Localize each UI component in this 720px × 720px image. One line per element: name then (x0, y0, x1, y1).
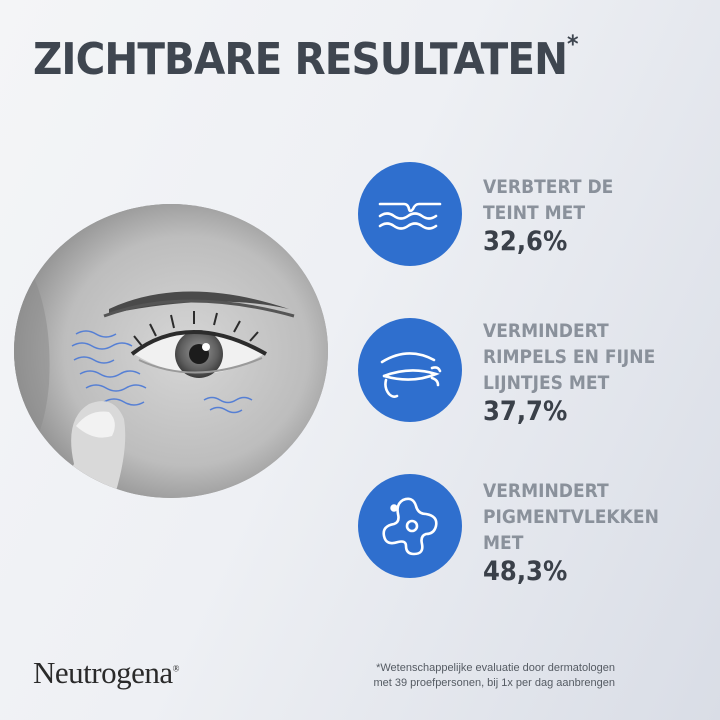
result-value: 32,6% (483, 226, 568, 257)
eye-photo (14, 204, 328, 498)
skin-texture-icon (378, 202, 442, 230)
result-label-line: TEINT MET (483, 202, 586, 224)
eye-wrinkles-icon (380, 352, 442, 398)
brand-logo: Neutrogena® (33, 655, 179, 691)
result-label-line: MET (483, 532, 524, 554)
result-label-line: VERMINDERT (483, 320, 609, 342)
footnote: *Wetenschappelijke evaluatie door dermat… (373, 661, 615, 691)
brand-name: Neutrogena (33, 655, 173, 690)
result-value: 37,7% (483, 396, 568, 427)
result-label-line: LIJNTJES MET (483, 372, 610, 394)
footnote-line: *Wetenschappelijke evaluatie door dermat… (376, 662, 615, 674)
brand-registered-mark: ® (172, 663, 180, 674)
result-label-line: VERBTERT DE (483, 176, 614, 198)
result-text: VERMINDERT RIMPELS EN FIJNE LIJNTJES MET… (483, 318, 655, 428)
title-text: ZICHTBARE RESULTATEN (33, 34, 568, 85)
page-title: ZICHTBARE RESULTATEN* (33, 30, 579, 85)
result-label-line: RIMPELS EN FIJNE (483, 346, 656, 368)
footnote-line: met 39 proefpersonen, bij 1x per dag aan… (373, 677, 615, 689)
result-label-line: VERMINDERT (483, 480, 609, 502)
result-text: VERMINDERT PIGMENTVLEKKEN MET 48,3% (483, 478, 659, 588)
eye-illustration (14, 204, 328, 498)
pigment-spot-icon (382, 497, 438, 556)
icon-circle (358, 162, 462, 266)
result-text: VERBTERT DE TEINT MET 32,6% (483, 174, 613, 258)
icon-circle (358, 318, 462, 422)
title-asterisk: * (567, 30, 579, 58)
icon-circle (358, 474, 462, 578)
result-label-line: PIGMENTVLEKKEN (483, 506, 659, 528)
result-value: 48,3% (483, 556, 568, 587)
